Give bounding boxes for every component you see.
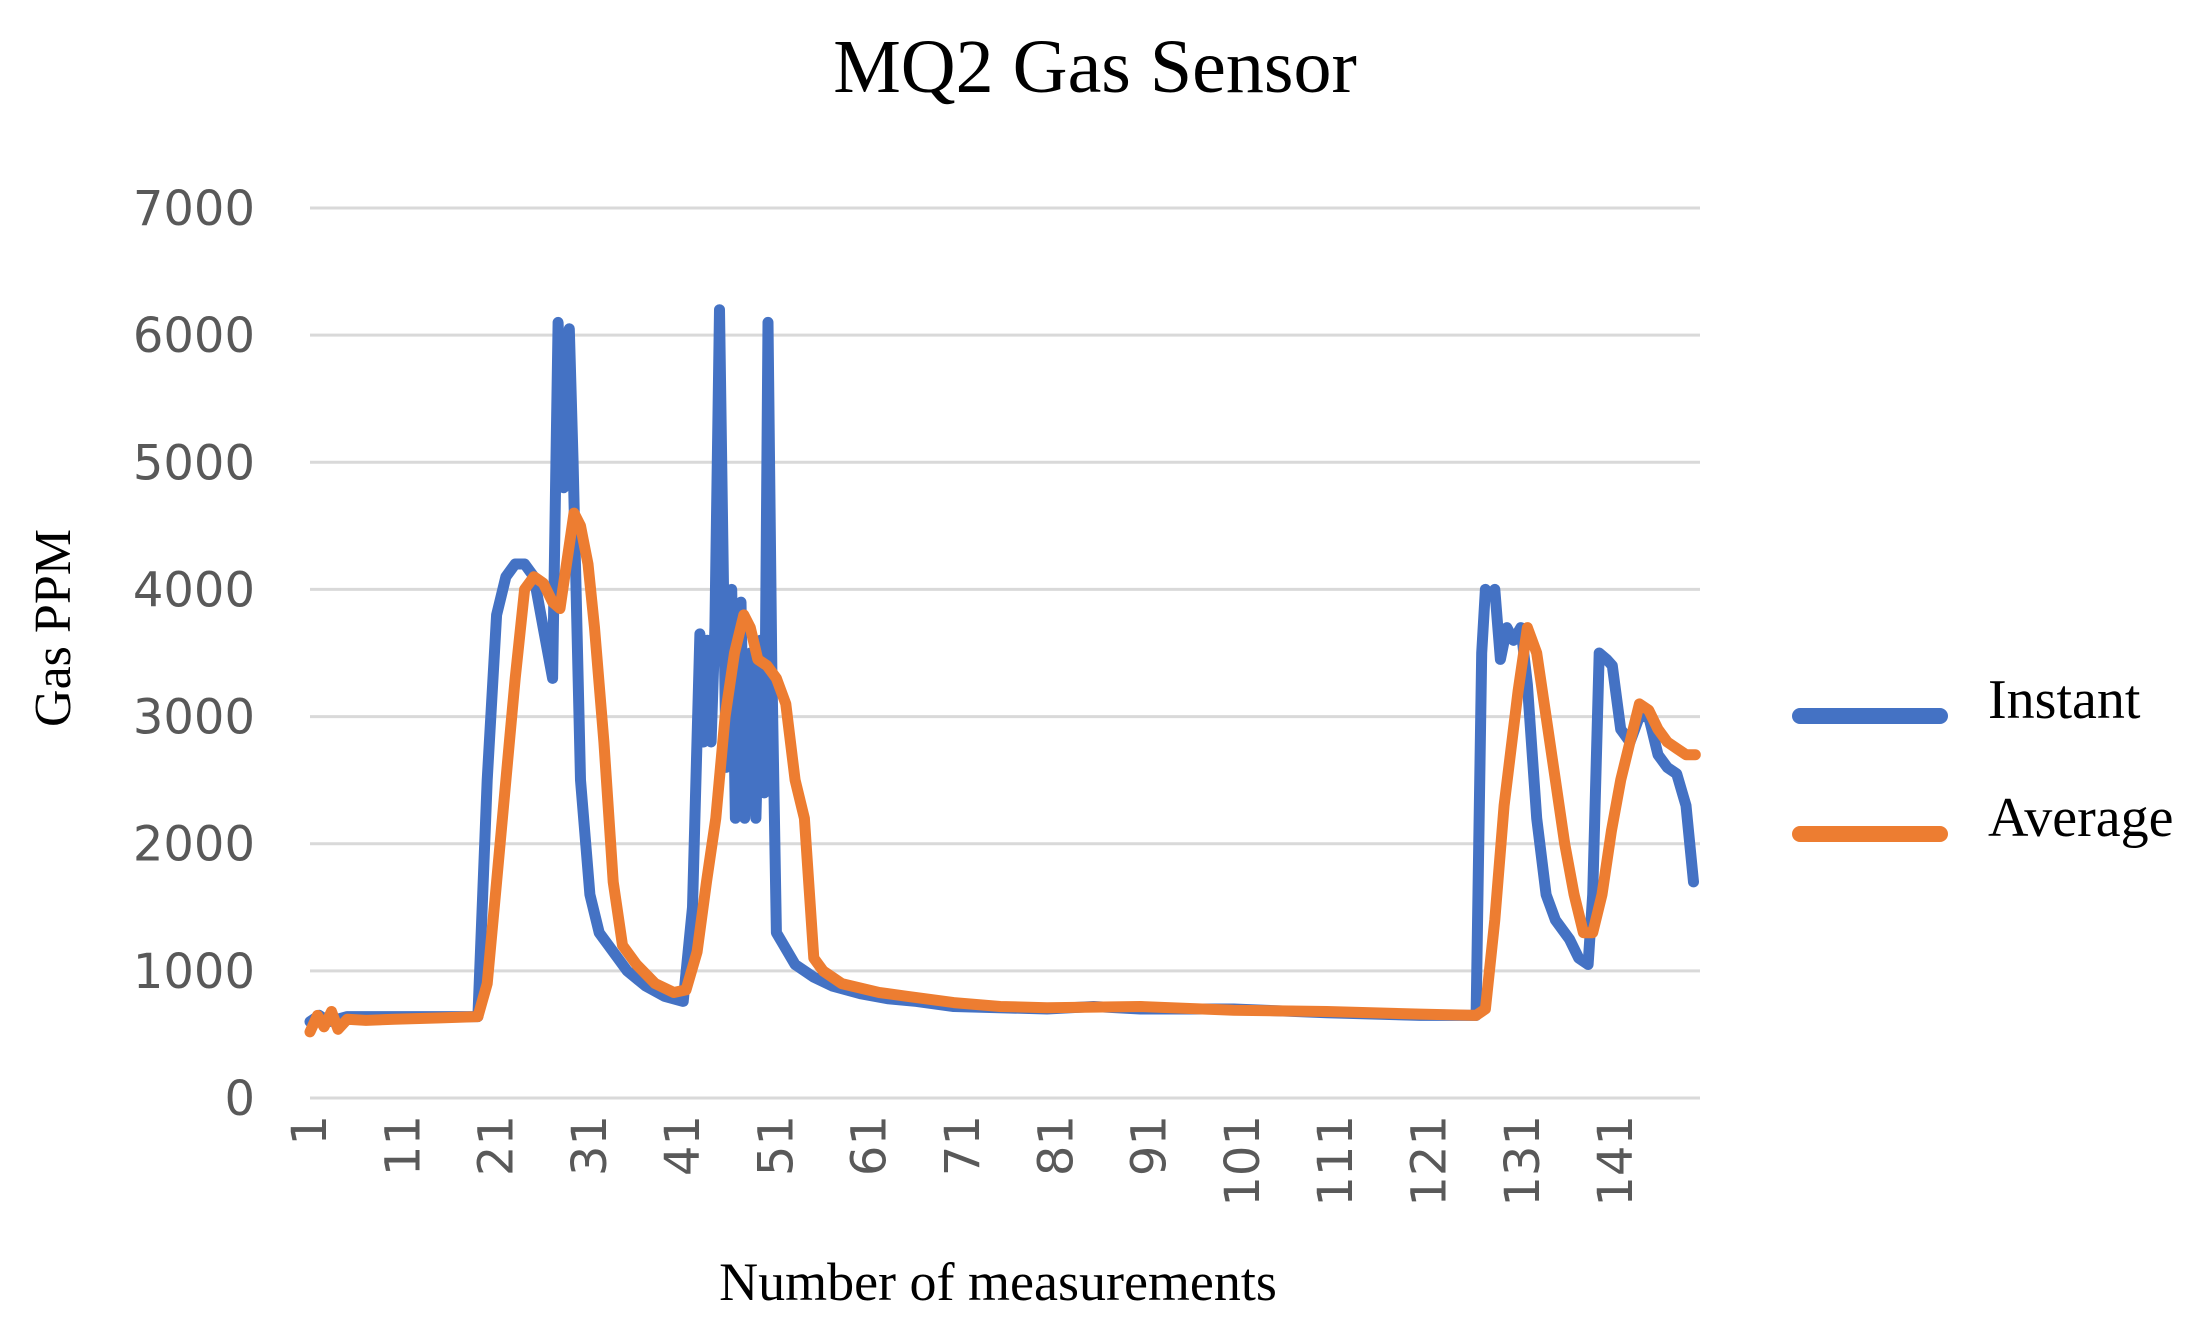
chart-title: MQ2 Gas Sensor [833,25,1357,109]
y-tick-label: 0 [224,1071,255,1127]
x-tick-label: 1 [282,1115,338,1146]
x-tick-label: 91 [1122,1115,1178,1176]
legend: Instant Average [1792,669,2174,849]
x-tick-label: 31 [562,1115,618,1176]
series-line-average [304,507,1701,1038]
x-tick-label: 131 [1495,1115,1551,1207]
x-axis-label: Number of measurements [719,1252,1277,1312]
series-line-instant [304,304,1699,1028]
x-tick-label: 81 [1028,1115,1084,1176]
legend-label-average: Average [1988,787,2174,849]
y-tick-label: 6000 [133,308,255,364]
y-tick-label: 3000 [133,690,255,746]
x-tick-label: 61 [842,1115,898,1176]
x-axis-ticks: 1 11 21 31 41 51 61 71 81 91 101 111 121 131 141 [282,1115,1644,1207]
y-tick-label: 1000 [133,944,255,1000]
y-tick-label: 4000 [133,562,255,618]
x-tick-label: 111 [1308,1115,1364,1207]
x-tick-label: 121 [1401,1115,1457,1207]
y-tick-label: 2000 [133,817,255,873]
x-tick-label: 71 [935,1115,991,1176]
y-tick-label: 5000 [133,435,255,491]
x-tick-label: 41 [655,1115,711,1176]
x-tick-label: 51 [748,1115,804,1176]
y-axis-label: Gas PPM [25,529,82,727]
plot-area [304,304,1701,1038]
x-tick-label: 101 [1215,1115,1271,1207]
x-tick-label: 21 [469,1115,525,1176]
legend-label-instant: Instant [1988,669,2141,731]
y-axis-ticks: 0 1000 2000 3000 4000 5000 6000 7000 [133,181,255,1127]
x-tick-label: 141 [1588,1115,1644,1207]
y-tick-label: 7000 [133,181,255,237]
x-tick-label: 11 [375,1115,431,1176]
